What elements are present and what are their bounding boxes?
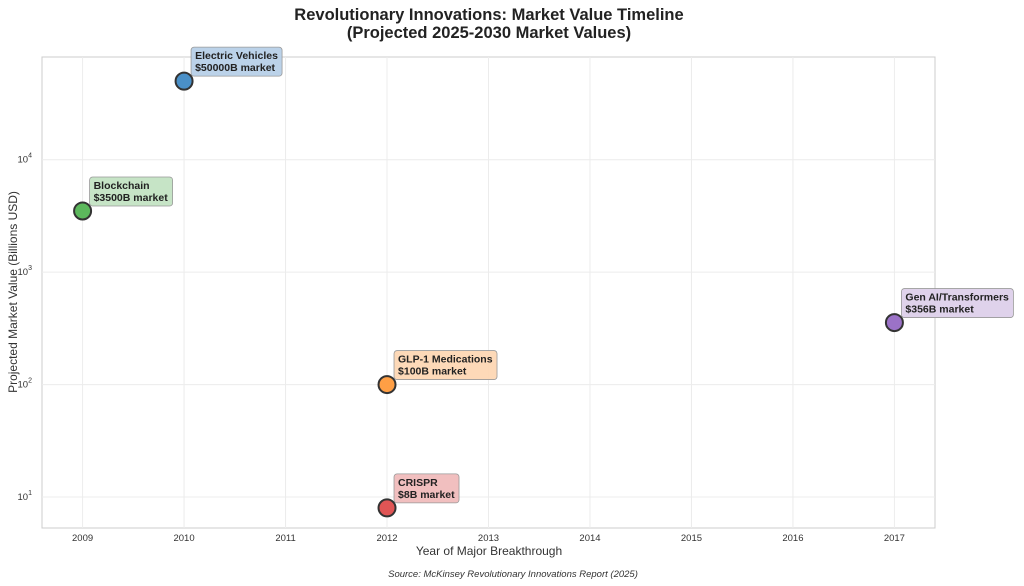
data-point-marker — [884, 313, 904, 333]
y-tick-label: 104 — [18, 153, 33, 166]
data-point-group: CRISPR$8B market — [377, 473, 460, 518]
chart-title-line1: Revolutionary Innovations: Market Value … — [294, 6, 683, 24]
annotation-value: $3500B market — [94, 192, 169, 204]
y-axis-ticks: 101 102 103 104 — [18, 153, 33, 503]
x-tick-label: 2011 — [275, 533, 295, 544]
x-tick-label: 2012 — [376, 533, 397, 544]
annotation-box — [393, 350, 498, 380]
annotation-box — [393, 473, 460, 504]
data-point-group: GLP-1 Medications$100B market — [377, 350, 498, 395]
x-tick-label: 2015 — [681, 533, 702, 544]
annotation-value: $50000B market — [195, 62, 275, 74]
x-tick-label: 2016 — [782, 533, 803, 544]
annotation-name: Blockchain — [94, 180, 150, 192]
source-note: Source: McKinsey Revolutionary Innovatio… — [388, 569, 638, 580]
x-tick-label: 2013 — [478, 533, 499, 544]
annotation-box — [89, 176, 173, 207]
data-point-group: Gen AI/Transformers$356B market — [884, 288, 1014, 333]
annotation-value: $356B market — [905, 304, 974, 316]
data-point-marker — [377, 375, 397, 395]
y-tick-label: 102 — [18, 378, 33, 391]
annotation-name: Gen AI/Transformers — [905, 292, 1009, 304]
data-points: Blockchain$3500B market Electric Vehicles… — [73, 46, 1014, 518]
annotation-box — [190, 46, 283, 77]
data-point-marker — [377, 498, 397, 518]
chart-title-line2: (Projected 2025-2030 Market Values) — [347, 24, 631, 42]
y-axis-label: Projected Market Value (Billions USD) — [6, 191, 20, 393]
data-point-marker — [174, 71, 194, 91]
y-tick-label: 103 — [18, 265, 33, 278]
annotation-name: GLP-1 Medications — [398, 354, 493, 366]
y-tick-label: 101 — [18, 490, 33, 503]
annotation-box — [901, 288, 1014, 318]
x-tick-label: 2017 — [884, 533, 905, 544]
x-tick-label: 2014 — [579, 533, 600, 544]
x-tick-label: 2009 — [72, 533, 93, 544]
data-point-marker — [73, 201, 93, 221]
annotation-value: $100B market — [398, 366, 467, 378]
x-axis-label: Year of Major Breakthrough — [416, 544, 562, 558]
annotation-name: CRISPR — [398, 477, 438, 489]
annotation-value: $8B market — [398, 489, 455, 501]
x-axis-ticks: 2009 2010 2011 2012 2013 2014 2015 2016 2017 — [72, 533, 905, 544]
grid-lines — [42, 57, 935, 528]
data-point-group: Blockchain$3500B market — [73, 176, 173, 221]
x-tick-label: 2010 — [173, 533, 194, 544]
data-point-group: Electric Vehicles$50000B market — [174, 46, 283, 91]
annotation-name: Electric Vehicles — [195, 50, 278, 62]
